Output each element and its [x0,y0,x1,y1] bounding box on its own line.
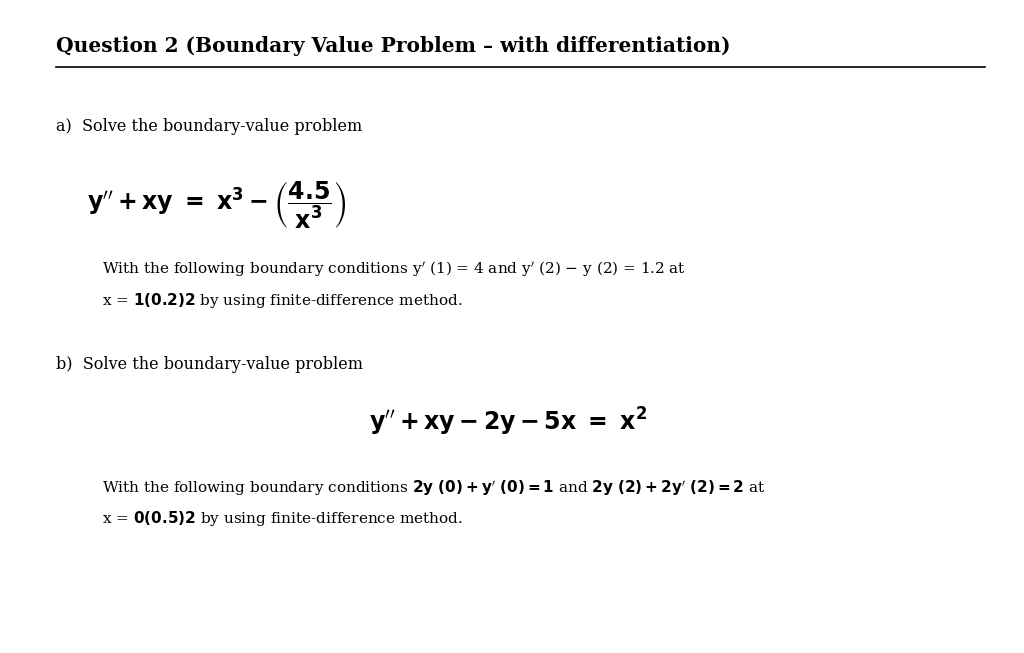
Text: $\mathbf{y'' + xy\ =\ x^3 - \left(\dfrac{4.5}{x^3}\right)}$: $\mathbf{y'' + xy\ =\ x^3 - \left(\dfrac… [87,180,347,231]
Text: With the following boundary conditions y$'$ (1) = 4 and y$'$ (2) $-$ y (2) = 1.2: With the following boundary conditions y… [102,260,686,279]
Text: x = $\mathbf{0(0.5)2}$ by using finite-difference method.: x = $\mathbf{0(0.5)2}$ by using finite-d… [102,509,464,528]
Text: With the following boundary conditions $\mathbf{2y\ (0) + y'\ (0) = 1}$ and $\ma: With the following boundary conditions $… [102,478,766,498]
Text: Question 2 (Boundary Value Problem – with differentiation): Question 2 (Boundary Value Problem – wit… [56,36,731,56]
Text: a)  Solve the boundary-value problem: a) Solve the boundary-value problem [56,118,362,135]
Text: b)  Solve the boundary-value problem: b) Solve the boundary-value problem [56,356,364,373]
Text: x = $\mathbf{1(0.2)2}$ by using finite-difference method.: x = $\mathbf{1(0.2)2}$ by using finite-d… [102,291,463,310]
Text: $\mathbf{y'' + xy - 2y - 5x\ =\ x^2}$: $\mathbf{y'' + xy - 2y - 5x\ =\ x^2}$ [369,406,647,438]
